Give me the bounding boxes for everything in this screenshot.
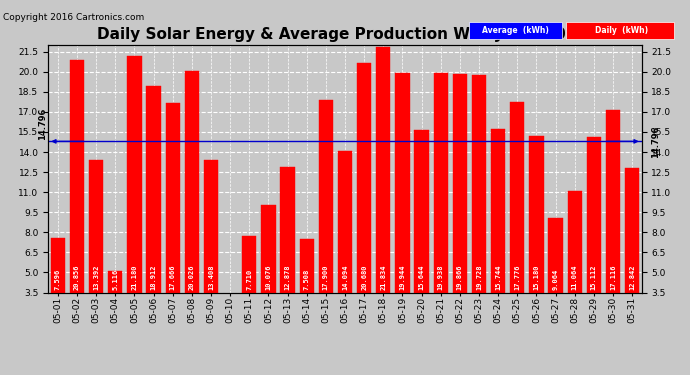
Text: 19.938: 19.938 — [437, 265, 444, 291]
Bar — [376, 47, 391, 339]
Text: 7.596: 7.596 — [55, 269, 61, 291]
Bar — [625, 168, 640, 339]
Bar — [453, 74, 467, 339]
Bar — [89, 160, 104, 339]
Bar — [319, 100, 333, 339]
Text: Copyright 2016 Cartronics.com: Copyright 2016 Cartronics.com — [3, 13, 145, 22]
Text: 17.666: 17.666 — [170, 265, 176, 291]
Text: 10.076: 10.076 — [266, 265, 271, 291]
Text: 15.112: 15.112 — [591, 265, 597, 291]
Text: 20.680: 20.680 — [361, 265, 367, 291]
Text: 21.834: 21.834 — [380, 265, 386, 291]
Bar — [568, 191, 582, 339]
Bar — [204, 160, 218, 339]
Text: 14.796: 14.796 — [38, 108, 47, 140]
Text: Average  (kWh): Average (kWh) — [482, 26, 549, 36]
Text: 5.116: 5.116 — [112, 269, 118, 291]
FancyBboxPatch shape — [566, 22, 674, 39]
Bar — [549, 218, 563, 339]
Bar — [586, 137, 601, 339]
Bar — [491, 129, 505, 339]
Bar — [415, 130, 428, 339]
Bar — [242, 236, 257, 339]
Bar — [146, 86, 161, 339]
Text: 15.644: 15.644 — [419, 265, 424, 291]
Bar — [433, 73, 448, 339]
Text: 14.796: 14.796 — [651, 125, 660, 158]
Text: 13.392: 13.392 — [93, 265, 99, 291]
Bar — [299, 239, 314, 339]
Bar — [185, 71, 199, 339]
Text: 20.856: 20.856 — [74, 265, 80, 291]
Text: 7.710: 7.710 — [246, 269, 253, 291]
Bar — [127, 56, 141, 339]
Text: 21.180: 21.180 — [131, 265, 137, 291]
Text: 19.728: 19.728 — [476, 265, 482, 291]
Text: 12.878: 12.878 — [284, 265, 290, 291]
Bar — [50, 238, 65, 339]
Bar — [70, 60, 84, 339]
Text: 12.842: 12.842 — [629, 265, 635, 291]
Bar — [166, 103, 180, 339]
Text: 17.116: 17.116 — [610, 265, 616, 291]
Bar — [472, 75, 486, 339]
Text: 13.408: 13.408 — [208, 265, 214, 291]
Bar — [338, 151, 352, 339]
Bar — [395, 72, 410, 339]
Text: 19.866: 19.866 — [457, 265, 463, 291]
Text: 17.900: 17.900 — [323, 265, 329, 291]
Text: 11.064: 11.064 — [572, 265, 578, 291]
Text: 17.776: 17.776 — [514, 265, 520, 291]
FancyBboxPatch shape — [469, 22, 562, 39]
Text: 9.064: 9.064 — [553, 269, 559, 291]
Bar — [108, 271, 123, 339]
Text: 19.944: 19.944 — [400, 265, 406, 291]
Text: 20.026: 20.026 — [189, 265, 195, 291]
Bar — [280, 167, 295, 339]
Bar — [529, 136, 544, 339]
Bar — [606, 110, 620, 339]
Text: 14.094: 14.094 — [342, 265, 348, 291]
Title: Daily Solar Energy & Average Production Wed Jun 1 20:24: Daily Solar Energy & Average Production … — [97, 27, 593, 42]
Bar — [357, 63, 371, 339]
Text: 15.180: 15.180 — [533, 265, 540, 291]
Text: Daily  (kWh): Daily (kWh) — [595, 26, 648, 36]
Text: 15.744: 15.744 — [495, 265, 501, 291]
Text: 18.912: 18.912 — [150, 265, 157, 291]
Text: 7.508: 7.508 — [304, 269, 310, 291]
Bar — [510, 102, 524, 339]
Bar — [262, 204, 275, 339]
